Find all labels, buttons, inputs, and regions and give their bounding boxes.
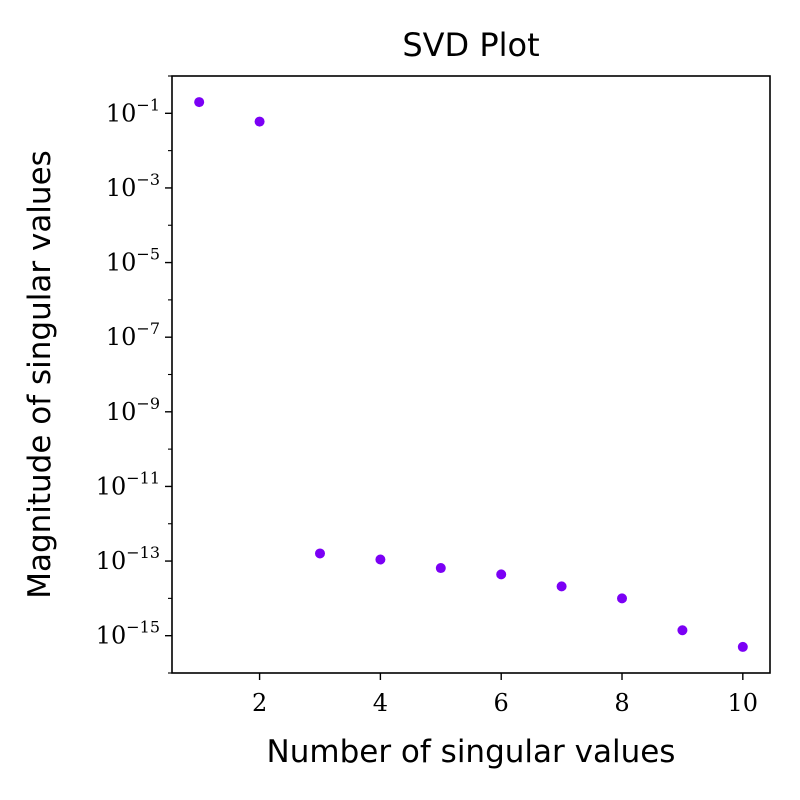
data-point [677,625,688,636]
y-tick-label: 10−11 [96,468,160,500]
y-axis-ticks: 10−1 10−3 10−5 10−7 10−9 10−11 10−13 10−15 [96,75,172,674]
x-tick-label: 8 [614,689,629,717]
data-points [194,97,748,652]
data-point [617,593,628,604]
chart-title: SVD Plot [402,26,539,64]
data-point [314,548,325,559]
x-axis-label: Number of singular values [267,734,676,770]
y-tick-label: 10−7 [106,319,160,351]
x-tick-label: 6 [494,689,509,717]
data-point [556,581,567,592]
plot-frame [171,75,771,674]
data-point [375,554,386,565]
y-tick-label: 10−9 [106,394,160,426]
data-point [194,97,205,108]
y-tick-label: 10−13 [96,543,160,575]
y-tick-label: 10−5 [106,245,160,277]
x-tick-label: 2 [252,689,267,717]
x-axis-ticks: 2 4 6 8 10 [252,673,758,717]
y-axis-label: Magnitude of singular values [22,150,58,599]
data-point [254,116,265,127]
x-tick-label: 10 [728,689,759,717]
data-point [435,563,446,574]
data-point [496,569,507,580]
plot-area [171,75,771,674]
x-tick-label: 4 [373,689,388,717]
y-tick-label: 10−15 [96,618,160,650]
y-tick-label: 10−3 [106,170,160,202]
data-point [737,641,748,652]
y-tick-label: 10−1 [106,95,160,127]
